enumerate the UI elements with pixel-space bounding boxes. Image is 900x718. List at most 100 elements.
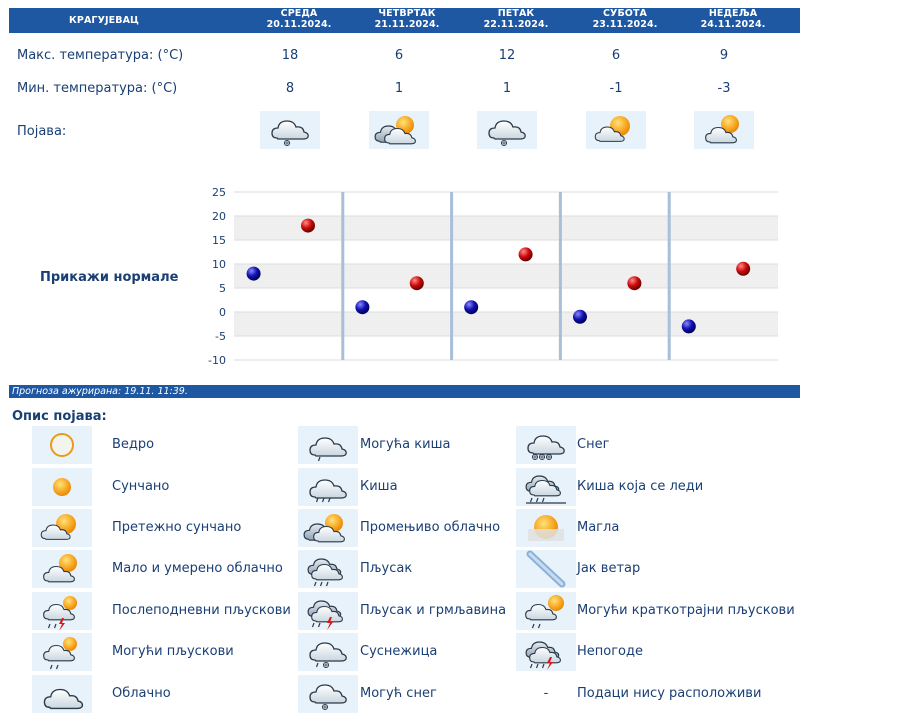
legend-label: Подаци нису расположиви — [577, 686, 762, 701]
max-temp-point — [409, 276, 424, 291]
partly-cloudy-icon-svg — [705, 115, 739, 144]
city-name: КРАГУЈЕВАЦ — [69, 15, 139, 26]
possible-showers-icon-svg — [43, 637, 77, 670]
max-temp-point — [300, 218, 315, 233]
max-temp-value: 9 — [719, 48, 729, 63]
forecast-updated-bar: Прогноза ажурирана: 19.11. 11:39. — [9, 385, 800, 398]
legend-label: Облачно — [112, 686, 171, 701]
max-temp-point — [518, 247, 533, 262]
show-normals-link[interactable]: Прикажи нормале — [40, 270, 179, 285]
chart-band — [234, 240, 778, 264]
fog-icon — [516, 509, 576, 547]
y-tick-label: 20 — [212, 210, 226, 223]
afternoon-showers-icon-svg — [43, 596, 77, 630]
chart-band — [234, 288, 778, 312]
legend-label: Мало и умерено облачно — [112, 561, 283, 576]
possible-rain-icon-svg — [309, 437, 347, 462]
temperature-chart: 25 20 15 10 5 0 -5 -10 — [208, 186, 778, 367]
snow-icon-svg — [527, 435, 565, 461]
max-temp-value: 6 — [394, 48, 404, 63]
legend-label: Могући пљускови — [112, 644, 234, 659]
partly-cloudy-icon — [32, 550, 92, 588]
min-temp-value: -3 — [717, 81, 731, 96]
y-tick-label: -5 — [215, 330, 226, 343]
rain-icon-svg — [309, 479, 347, 503]
day-header: ПЕТАК 22.11.2024. — [483, 8, 549, 30]
min-temp-point — [572, 309, 587, 324]
min-temp-label: Мин. температура: (°C) — [17, 81, 178, 96]
legend-title: Опис појава: — [12, 409, 107, 424]
thunder-shower-icon-svg — [307, 600, 343, 630]
strong-wind-icon-svg — [526, 550, 566, 588]
min-temp-point — [681, 319, 696, 334]
legend-label: Могућ снег — [360, 686, 437, 701]
legend-label: Снег — [577, 437, 610, 452]
phenomena-label: Појава: — [17, 124, 67, 139]
rain-icon — [298, 468, 358, 506]
clear-icon — [32, 426, 92, 464]
possible-snow-icon — [298, 675, 358, 713]
storm-icon-svg — [525, 641, 561, 670]
legend-label: Претежно сунчано — [112, 520, 242, 535]
min-temp-value: 1 — [394, 81, 404, 96]
min-temp-value: -1 — [609, 81, 623, 96]
day-header: СУБОТА 23.11.2024. — [592, 8, 658, 30]
max-temp-value: 12 — [498, 48, 516, 63]
shower-icon-svg — [307, 558, 343, 587]
mostly-sunny-icon — [32, 509, 92, 547]
y-tick-label: 25 — [212, 186, 226, 199]
variable-cloudy-icon-svg — [303, 514, 345, 543]
strong-wind-icon — [516, 550, 576, 588]
mostly-sunny-icon-svg — [594, 116, 630, 142]
possible-showers-icon — [32, 633, 92, 671]
legend-label: Суснежица — [360, 644, 438, 659]
legend-label: Промењиво облачно — [360, 520, 501, 535]
max-temp-label: Макс. температура: (°C) — [17, 48, 184, 63]
mostly-sunny-icon-svg — [40, 514, 76, 540]
y-tick-label: 0 — [219, 306, 226, 319]
legend-label: Киша која се леди — [577, 479, 704, 494]
fog-icon-svg — [528, 515, 564, 541]
possible-brief-showers-icon — [516, 592, 576, 630]
legend-label: Ведро — [112, 437, 155, 452]
sleet-icon-svg — [309, 642, 347, 669]
day-header: СРЕДА 20.11.2024. — [266, 8, 332, 30]
chart-band — [234, 192, 778, 216]
mostly-sunny-icon — [586, 111, 646, 149]
no-data-dash: - — [543, 686, 549, 701]
chart-band — [234, 264, 778, 288]
day-header: НЕДЕЉА 24.11.2024. — [700, 8, 766, 30]
cloudy-icon-svg — [43, 688, 84, 710]
afternoon-showers-icon — [32, 592, 92, 630]
forecast-header: КРАГУЈЕВАЦ СРЕДА 20.11.2024. ЧЕТВРТАК 21.1… — [9, 8, 800, 33]
day-header: ЧЕТВРТАК 21.11.2024. — [374, 8, 440, 30]
storm-icon — [516, 633, 576, 671]
thunder-shower-icon — [298, 592, 358, 630]
max-temp-value: 18 — [281, 48, 299, 63]
chart-band — [234, 336, 778, 360]
variable-cloudy-icon — [369, 111, 429, 149]
min-temp-point — [355, 300, 370, 315]
legend-label: Киша — [360, 479, 398, 494]
legend-label: Сунчано — [112, 479, 170, 494]
sunny-icon-svg — [53, 478, 71, 496]
min-temp-value: 8 — [285, 81, 295, 96]
legend-label: Могућа киша — [360, 437, 451, 452]
possible-snow-icon-svg — [309, 684, 347, 711]
possible-snow-icon-svg — [271, 120, 309, 147]
y-tick-label: 10 — [212, 258, 226, 271]
variable-cloudy-icon — [298, 509, 358, 547]
partly-cloudy-icon — [694, 111, 754, 149]
partly-cloudy-icon-svg — [43, 554, 77, 583]
min-temp-point — [246, 266, 261, 281]
max-temp-point — [627, 276, 642, 291]
max-temp-value: 6 — [611, 48, 621, 63]
legend-label: Јак ветар — [577, 561, 641, 576]
possible-brief-showers-icon-svg — [525, 595, 564, 629]
y-tick-label: 5 — [219, 282, 226, 295]
legend-label: Послеподневни пљускови — [112, 603, 291, 618]
sleet-icon — [298, 633, 358, 671]
possible-snow-icon — [260, 111, 320, 149]
clear-icon-svg — [50, 433, 74, 457]
legend-label: Магла — [577, 520, 620, 535]
